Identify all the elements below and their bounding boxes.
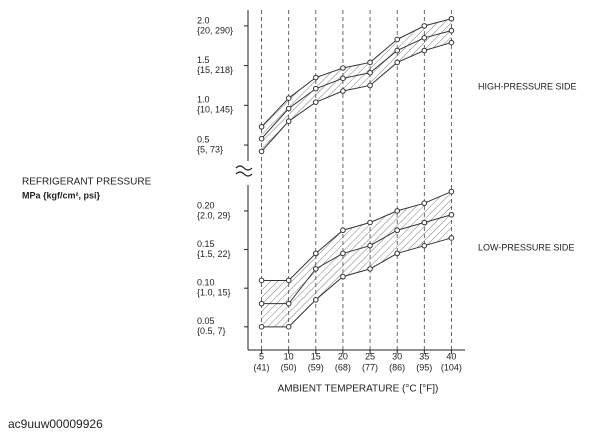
side-label: HIGH-PRESSURE SIDE	[478, 81, 577, 91]
data-point	[285, 300, 292, 307]
data-point	[394, 47, 400, 54]
data-point	[340, 227, 346, 234]
y-tick-label: 0.15	[197, 239, 215, 249]
data-point	[421, 242, 428, 249]
data-point	[285, 95, 292, 101]
y-tick-label: 2.0	[197, 15, 210, 25]
x-tick-sublabel: (86)	[389, 362, 405, 372]
y-tick-sublabel: {5, 73}	[197, 144, 223, 154]
data-point	[394, 227, 400, 234]
x-tick-label: 15	[311, 351, 321, 361]
y-tick-sublabel: {15, 218}	[197, 65, 233, 75]
side-label: LOW-PRESSURE SIDE	[478, 242, 574, 252]
x-tick-label: 40	[446, 351, 456, 361]
data-point	[258, 277, 265, 284]
y-tick-label: 0.20	[197, 200, 215, 210]
series-line	[261, 42, 452, 152]
image-id: ac9uuw00009926	[8, 417, 103, 431]
data-point	[285, 118, 292, 125]
y-tick-label: 1.5	[197, 55, 210, 65]
axis-break	[235, 165, 253, 177]
data-point	[394, 59, 400, 66]
data-point	[421, 200, 428, 206]
data-point	[340, 250, 346, 257]
hatched-band	[261, 191, 452, 327]
data-point	[394, 208, 400, 214]
data-point	[285, 277, 292, 284]
y-tick-sublabel: {1.0, 15}	[197, 288, 231, 298]
data-point	[340, 88, 346, 94]
data-point	[258, 300, 265, 307]
data-point	[421, 219, 428, 226]
data-point	[448, 39, 455, 46]
y-tick-sublabel: {1.5, 22}	[197, 249, 231, 259]
data-point	[367, 82, 373, 89]
data-point	[448, 15, 455, 22]
y-tick-label: 0.10	[197, 278, 215, 288]
series-line	[261, 214, 452, 305]
data-point	[421, 35, 428, 41]
data-point	[421, 23, 428, 29]
x-tick-sublabel: (59)	[308, 362, 324, 372]
y-tick-sublabel: {2.0, 29}	[197, 210, 231, 220]
data-point	[367, 242, 373, 249]
data-point	[258, 123, 265, 130]
data-point	[285, 105, 292, 112]
data-point	[340, 273, 346, 280]
series-line	[261, 18, 452, 128]
x-tick-label: 25	[365, 351, 375, 361]
data-point	[313, 266, 319, 272]
series-line	[261, 30, 452, 140]
data-point	[394, 250, 400, 257]
x-tick-label: 35	[419, 351, 429, 361]
data-point	[258, 148, 265, 155]
y-axis-title: REFRIGERANT PRESSURE	[22, 177, 152, 188]
x-tick-label: 5	[259, 351, 264, 361]
y-tick-sublabel: {20, 290}	[197, 25, 233, 35]
x-tick-label: 30	[392, 351, 402, 361]
data-point	[367, 266, 373, 272]
data-point	[313, 296, 319, 303]
hatched-band	[261, 18, 452, 152]
x-axis-title: AMBIENT TEMPERATURE (°C [°F])	[278, 384, 439, 395]
data-point	[421, 47, 428, 54]
data-point	[367, 59, 373, 66]
data-point	[340, 65, 346, 71]
x-tick-sublabel: (41)	[254, 362, 270, 372]
data-point	[448, 235, 455, 241]
x-tick-sublabel: (68)	[335, 362, 351, 372]
data-point	[313, 99, 319, 105]
y-tick-sublabel: {0.5, 7}	[197, 326, 226, 336]
x-tick-label: 20	[338, 351, 348, 361]
series-line	[261, 191, 452, 281]
y-tick-label: 1.0	[197, 95, 210, 105]
y-tick-label: 0.05	[197, 316, 215, 326]
x-tick-sublabel: (104)	[441, 362, 462, 372]
x-tick-label: 10	[284, 351, 294, 361]
data-point	[313, 250, 319, 257]
data-point	[258, 135, 265, 142]
y-axis-unit: MPa {kgf/cm², psi}	[22, 190, 101, 200]
data-point	[394, 36, 400, 43]
data-point	[448, 211, 455, 218]
data-point	[313, 85, 319, 92]
data-point	[448, 188, 455, 195]
series-line	[261, 237, 452, 328]
x-tick-sublabel: (95)	[416, 362, 432, 372]
x-tick-sublabel: (77)	[362, 362, 378, 372]
x-tick-sublabel: (50)	[281, 362, 297, 372]
data-point	[367, 69, 373, 76]
data-point	[285, 324, 292, 330]
data-point	[340, 75, 346, 82]
y-tick-label: 0.5	[197, 134, 210, 144]
data-point	[448, 27, 455, 34]
data-point	[258, 324, 265, 330]
y-tick-sublabel: {10, 145}	[197, 105, 233, 115]
data-point	[367, 219, 373, 226]
data-point	[313, 74, 319, 81]
